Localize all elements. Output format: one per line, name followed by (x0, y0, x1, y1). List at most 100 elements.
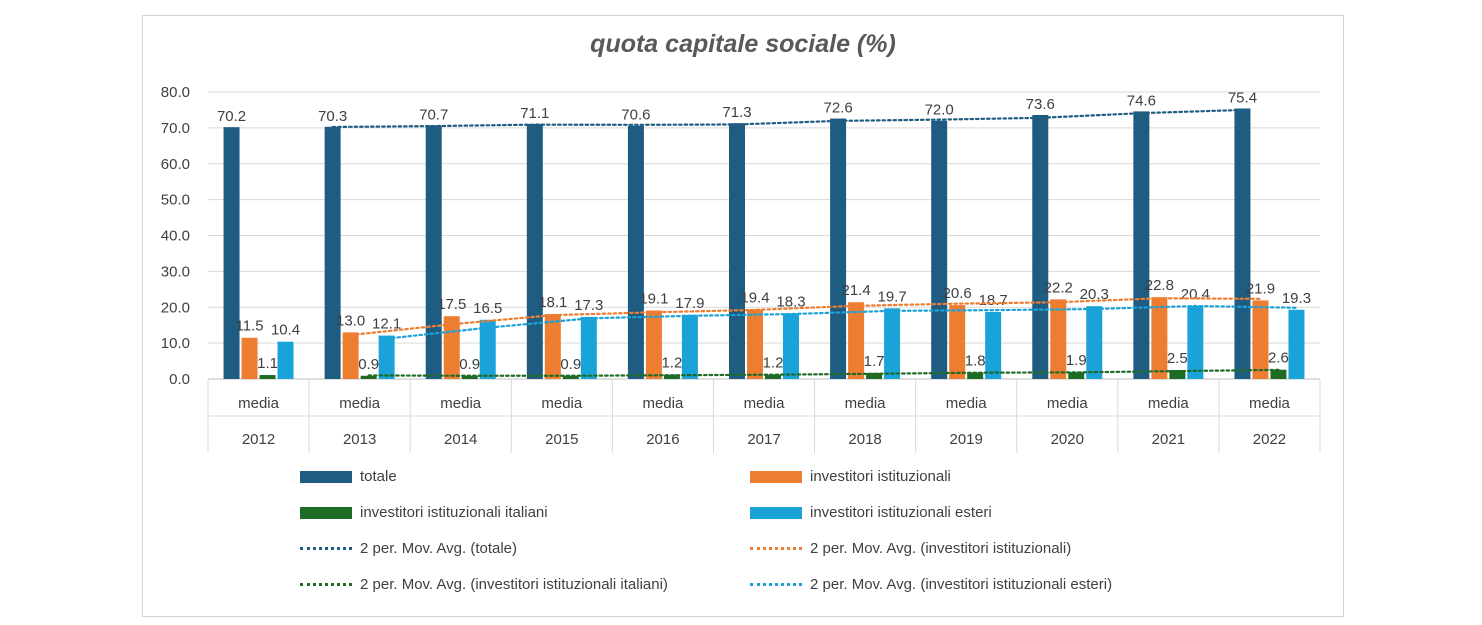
bar-1 (627, 125, 644, 379)
x-tick-label: 2015 (545, 431, 578, 448)
data-label: 17.5 (437, 296, 466, 313)
data-label: 72.6 (823, 100, 852, 117)
data-label: 70.7 (419, 106, 448, 123)
data-label: 21.9 (1246, 280, 1275, 297)
data-label: 72.0 (925, 102, 954, 119)
data-label: 1.9 (1066, 352, 1087, 369)
data-label: 19.4 (740, 289, 769, 306)
y-tick-label: 50.0 (161, 192, 190, 209)
bar-4 (479, 319, 496, 379)
data-label: 70.2 (217, 108, 246, 125)
x-tick-label: 2017 (747, 431, 780, 448)
bar-4 (884, 308, 901, 379)
legend-label: 2 per. Mov. Avg. (investitori istituzion… (810, 576, 1113, 593)
data-label: 71.3 (722, 104, 751, 121)
legend-label: investitori istituzionali esteri (810, 504, 992, 521)
data-label: 2.5 (1167, 350, 1188, 367)
legend-label: 2 per. Mov. Avg. (investitori istituzion… (810, 540, 1072, 557)
bar-3 (461, 375, 478, 379)
bar-2 (848, 302, 865, 379)
bar-2 (747, 309, 763, 379)
legend-swatch-investitori-italiani (300, 506, 352, 519)
y-tick-label: 20.0 (161, 299, 190, 316)
data-label: 1.7 (864, 353, 885, 370)
data-label: 20.3 (1080, 286, 1109, 303)
legend-label: 2 per. Mov. Avg. (investitori istituzion… (360, 576, 668, 593)
data-label: 20.4 (1181, 286, 1210, 303)
bar-1 (1133, 111, 1150, 379)
legend-label: investitori istituzionali italiani (360, 504, 548, 521)
data-label: 19.7 (877, 288, 906, 305)
bar-3 (765, 374, 781, 379)
bar-1 (223, 127, 240, 379)
legend-item-mavg-esteri: 2 per. Mov. Avg. (investitori istituzion… (750, 576, 1112, 593)
y-tick-label: 60.0 (161, 156, 190, 173)
x-tick-label: 2021 (1152, 431, 1185, 448)
bar-4 (985, 311, 1002, 379)
bar-3 (967, 372, 984, 379)
chart-title: quota capitale sociale (%) (590, 30, 896, 58)
legend-item-mavg-totale: 2 per. Mov. Avg. (totale) (300, 540, 517, 557)
legend-swatch-mavg-italiani (300, 583, 352, 586)
legend-swatch-mavg-totale (300, 547, 352, 550)
data-label: 12.1 (372, 316, 401, 333)
legend-label: totale (360, 468, 397, 485)
bar-4 (681, 314, 698, 379)
bar-4 (1288, 309, 1305, 379)
data-label: 73.6 (1026, 96, 1055, 113)
data-label: 22.2 (1044, 279, 1073, 296)
y-tick-label: 10.0 (161, 335, 190, 352)
y-tick-label: 40.0 (161, 228, 190, 245)
legend-swatch-mavg-esteri (750, 583, 802, 586)
data-label: 19.1 (639, 290, 668, 307)
x-tick-label: 2022 (1253, 431, 1286, 448)
x-tick-label-top: media (1148, 395, 1190, 412)
legend-item-investitori-istituzionali: investitori istituzionali (750, 468, 951, 485)
bar-3 (562, 375, 579, 379)
legend-label: 2 per. Mov. Avg. (totale) (360, 540, 518, 557)
bar-4 (580, 316, 597, 379)
x-tick-label-top: media (642, 395, 684, 412)
data-label: 17.3 (574, 297, 603, 314)
x-tick-label-top: media (1249, 395, 1291, 412)
bar-1 (1032, 114, 1049, 380)
data-label: 1.1 (257, 355, 278, 372)
x-tick-label-top: media (541, 395, 583, 412)
x-tick-label-top: media (744, 395, 786, 412)
bar-2 (949, 305, 966, 379)
moving-average-line-3 (367, 368, 1280, 377)
legend-item-mavg-investitori: 2 per. Mov. Avg. (investitori istituzion… (750, 540, 1071, 557)
bar-3 (1068, 372, 1085, 379)
x-tick-label-top: media (440, 395, 482, 412)
data-label: 1.2 (661, 355, 682, 372)
bar-4 (1187, 305, 1204, 379)
bar-4 (378, 335, 395, 379)
bar-4 (783, 313, 799, 379)
data-label: 22.8 (1145, 277, 1174, 294)
bar-2 (342, 332, 359, 379)
data-label: 13.0 (336, 312, 365, 329)
bar-3 (663, 374, 680, 379)
data-label: 18.7 (979, 292, 1008, 309)
bar-1 (425, 125, 442, 380)
legend-item-investitori-italiani: investitori istituzionali italiani (300, 504, 548, 521)
x-tick-label-top: media (1047, 395, 1089, 412)
legend-item-totale: totale (300, 468, 397, 485)
x-tick-label-top: media (238, 395, 280, 412)
x-tick-label: 2012 (242, 431, 275, 448)
x-tick-label: 2018 (848, 431, 881, 448)
bar-2 (241, 337, 258, 379)
bar-1 (526, 123, 543, 380)
data-label: 1.2 (763, 355, 784, 372)
data-label: 18.3 (776, 293, 805, 310)
x-tick-label-top: media (845, 395, 887, 412)
data-label: 2.6 (1268, 350, 1289, 367)
moving-average-line-4 (385, 304, 1298, 340)
bar-2 (645, 310, 662, 379)
data-label: 21.4 (841, 282, 870, 299)
legend-swatch-mavg-investitori (750, 547, 802, 550)
bar-2 (1151, 297, 1168, 379)
y-tick-label: 80.0 (161, 84, 190, 101)
x-tick-label-top: media (946, 395, 988, 412)
